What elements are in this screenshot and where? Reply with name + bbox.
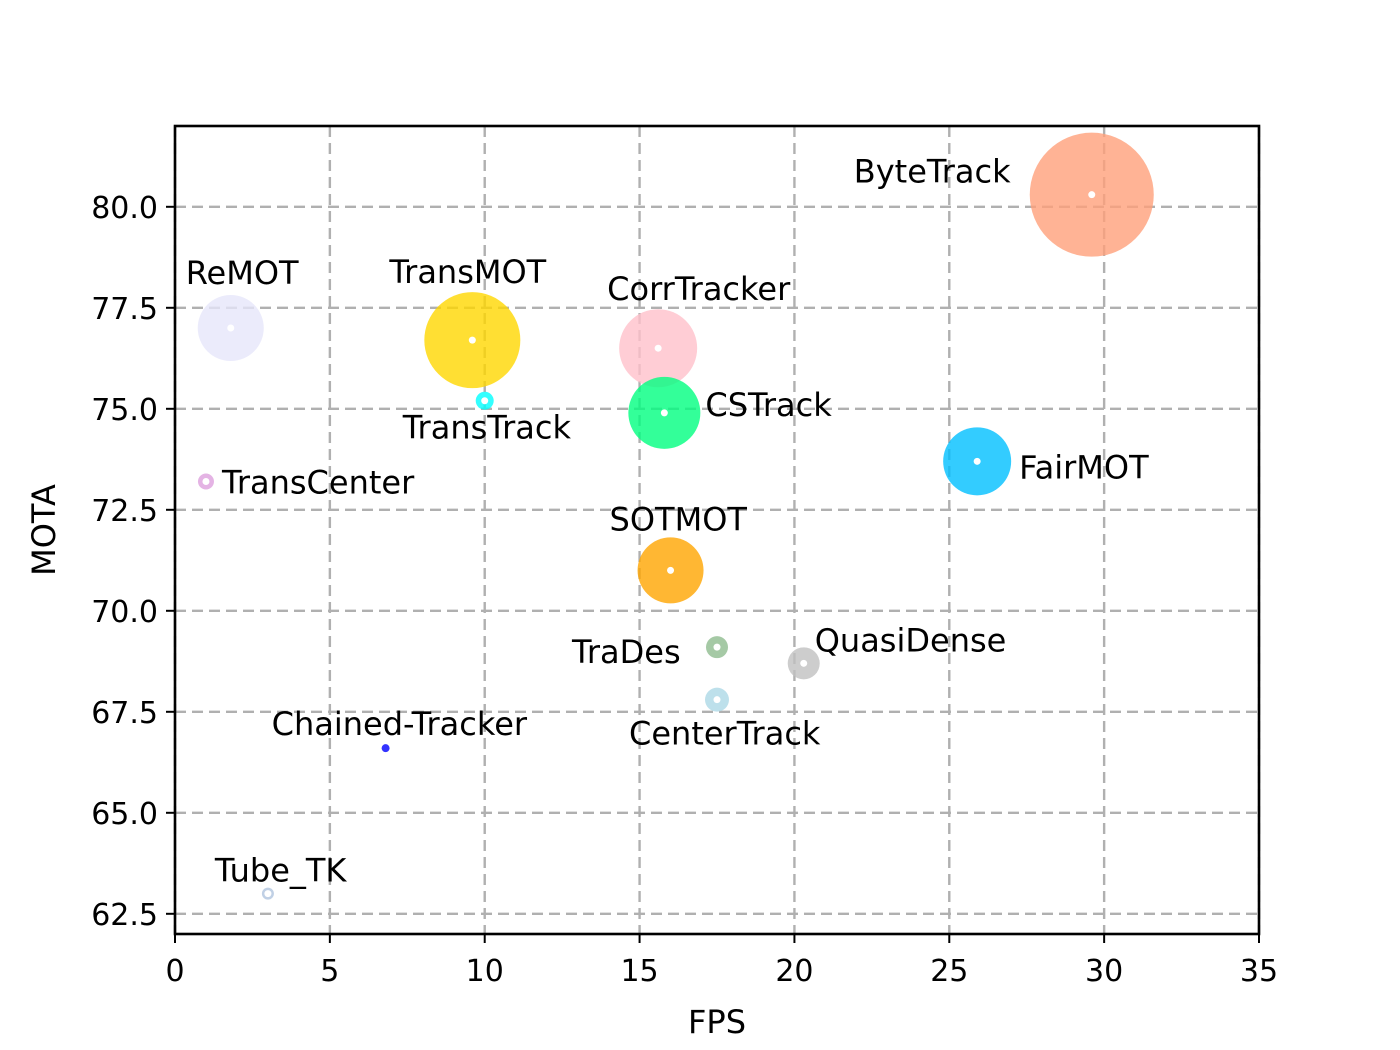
label-sotmot: SOTMOT: [610, 500, 748, 538]
bubble-center-transcenter: [202, 478, 210, 486]
label-quasidense: QuasiDense: [815, 621, 1007, 659]
bubble-chained-tracker: [381, 744, 390, 753]
label-cstrack: CSTrack: [705, 386, 832, 424]
label-transcenter: TransCenter: [221, 464, 415, 502]
point-labels: ByteTrack ReMOT TransMOT TransTrack CorrTrac…: [186, 153, 1149, 890]
y-axis: 62.5 65.0 67.5 70.0 72.5 75.0 77.5 80.0: [91, 191, 175, 933]
x-tick-label: 35: [1240, 954, 1278, 989]
y-tick-label: 65.0: [91, 797, 158, 832]
label-trades: TraDes: [571, 633, 681, 671]
bubbles: [197, 132, 1154, 900]
bubble-center-sotmot: [667, 566, 675, 574]
y-tick-label: 77.5: [91, 292, 158, 327]
x-tick-label: 25: [930, 954, 968, 989]
plot-frame: [173, 124, 1261, 936]
bubble-center-transmot: [468, 336, 476, 344]
x-tick-label: 15: [620, 954, 658, 989]
x-tick-label: 30: [1085, 954, 1123, 989]
label-bytetrack: ByteTrack: [854, 153, 1011, 191]
y-tick-label: 72.5: [91, 494, 158, 529]
bubble-center-cstrack: [660, 409, 668, 417]
bubble-center-corrtracker: [654, 344, 662, 352]
bubble-center-transtrack: [481, 397, 489, 405]
x-axis-label: FPS: [688, 1003, 746, 1041]
label-fairmot: FairMOT: [1019, 448, 1149, 486]
label-transmot: TransMOT: [388, 253, 546, 291]
y-tick-label: 75.0: [91, 393, 158, 428]
x-tick-label: 20: [775, 954, 813, 989]
bubble-center-centertrack: [713, 696, 721, 704]
x-axis: 0 5 10 15 20 25 30 35: [165, 934, 1278, 989]
y-axis-label: MOTA: [25, 484, 63, 576]
bubble-center-trades: [713, 643, 721, 651]
bubble-center-quasidense: [800, 659, 808, 667]
y-tick-label: 62.5: [91, 898, 158, 933]
label-remot: ReMOT: [186, 254, 299, 292]
label-corrtracker: CorrTracker: [607, 270, 791, 308]
y-tick-label: 80.0: [91, 191, 158, 226]
bubble-center-remot: [227, 324, 235, 332]
label-chained-tracker: Chained-Tracker: [272, 705, 528, 743]
bubble-center-fairmot: [973, 457, 981, 465]
x-tick-label: 10: [466, 954, 504, 989]
bubble-center-tube-tk: [264, 890, 272, 898]
label-transtrack: TransTrack: [402, 409, 572, 447]
label-tube-tk: Tube_TK: [214, 852, 348, 890]
y-tick-label: 67.5: [91, 696, 158, 731]
bubble-center-bytetrack: [1088, 191, 1096, 199]
x-tick-label: 5: [320, 954, 339, 989]
x-tick-label: 0: [165, 954, 184, 989]
y-tick-label: 70.0: [91, 595, 158, 630]
label-centertrack: CenterTrack: [629, 715, 821, 753]
